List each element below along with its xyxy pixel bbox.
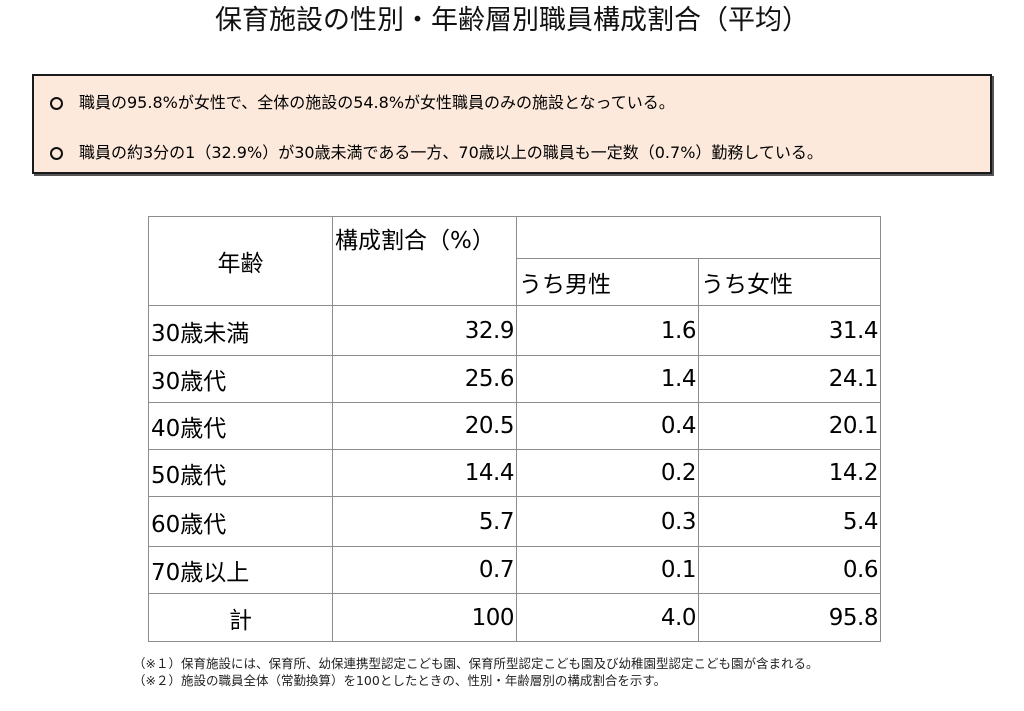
male-cell: 0.3: [516, 496, 699, 547]
total-cell: 20.5: [332, 402, 517, 450]
table-row: 30歳代 25.6 1.4 24.1: [148, 355, 881, 403]
male-cell: 0.4: [516, 402, 699, 450]
female-cell: 24.1: [698, 355, 881, 403]
circle-bullet-icon: [50, 96, 63, 110]
female-cell: 31.4: [698, 305, 881, 356]
female-cell: 20.1: [698, 402, 881, 450]
total-cell: 100: [332, 593, 517, 642]
total-row: 計 100 4.0 95.8: [148, 593, 881, 642]
female-cell: 14.2: [698, 449, 881, 497]
header-ratio: 構成割合（%）: [332, 216, 517, 259]
summary-box: 職員の95.8%が女性で、全体の施設の54.8%が女性職員のみの施設となっている…: [32, 74, 992, 174]
table-row: 50歳代 14.4 0.2 14.2: [148, 449, 881, 497]
female-cell: 5.4: [698, 496, 881, 547]
table-row: 40歳代 20.5 0.4 20.1: [148, 402, 881, 450]
table-row: 60歳代 5.7 0.3 5.4: [148, 496, 881, 547]
age-cell: 50歳代: [148, 449, 333, 497]
footnotes: （※１）保育施設には、保育所、幼保連携型認定こども園、保育所型認定こども園及び幼…: [133, 655, 818, 689]
summary-line: 職員の約3分の1（32.9%）が30歳未満である一方、70歳以上の職員も一定数（…: [48, 142, 823, 164]
summary-line: 職員の95.8%が女性で、全体の施設の54.8%が女性職員のみの施設となっている…: [48, 92, 675, 114]
circle-bullet-icon: [50, 146, 63, 160]
total-cell: 0.7: [332, 546, 517, 594]
age-cell: 30歳未満: [148, 305, 333, 356]
male-cell: 1.4: [516, 355, 699, 403]
header-male: うち男性: [516, 258, 699, 306]
age-cell: 40歳代: [148, 402, 333, 450]
female-cell: 95.8: [698, 593, 881, 642]
total-cell: 14.4: [332, 449, 517, 497]
summary-text: 職員の約3分の1（32.9%）が30歳未満である一方、70歳以上の職員も一定数（…: [79, 143, 823, 162]
male-cell: 0.1: [516, 546, 699, 594]
header-row: 年齢 構成割合（%）: [148, 216, 881, 306]
summary-text: 職員の95.8%が女性で、全体の施設の54.8%が女性職員のみの施設となっている…: [79, 93, 675, 112]
footnote: （※２）施設の職員全体（常勤換算）を100としたときの、性別・年齢層別の構成割合…: [133, 673, 667, 688]
composition-table: 年齢 構成割合（%） うち男性 うち女性 30歳未満 32.9 1.6 31.4…: [148, 216, 881, 642]
table-row: 70歳以上 0.7 0.1 0.6: [148, 546, 881, 594]
male-cell: 1.6: [516, 305, 699, 356]
header-age: 年齢: [148, 216, 333, 306]
table-row: 30歳未満 32.9 1.6 31.4: [148, 305, 881, 356]
total-cell: 32.9: [332, 305, 517, 356]
page-title: 保育施設の性別・年齢層別職員構成割合（平均）: [215, 5, 809, 36]
header-female: うち女性: [698, 258, 881, 306]
header-blank: [332, 258, 517, 306]
age-cell: 70歳以上: [148, 546, 333, 594]
subheader-row: うち男性 うち女性: [149, 258, 881, 306]
total-cell: 5.7: [332, 496, 517, 547]
age-cell: 30歳代: [148, 355, 333, 403]
age-cell: 60歳代: [148, 496, 333, 547]
footnote: （※１）保育施設には、保育所、幼保連携型認定こども園、保育所型認定こども園及び幼…: [133, 656, 819, 671]
total-label: 計: [148, 593, 333, 642]
female-cell: 0.6: [698, 546, 881, 594]
male-cell: 4.0: [516, 593, 699, 642]
total-cell: 25.6: [332, 355, 517, 403]
header-ratio-span: [516, 216, 881, 259]
male-cell: 0.2: [516, 449, 699, 497]
